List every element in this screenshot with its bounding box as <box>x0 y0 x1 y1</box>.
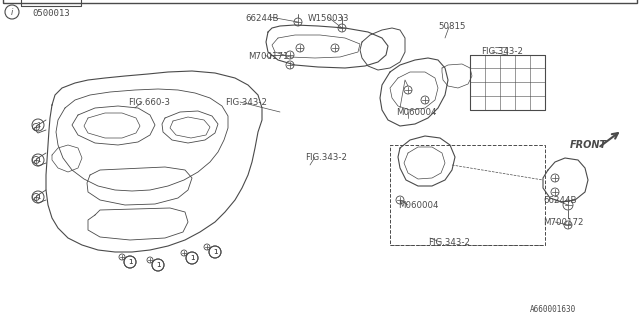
Text: M060004: M060004 <box>396 108 436 117</box>
Text: 1: 1 <box>36 122 40 128</box>
Text: M060004: M060004 <box>398 201 438 210</box>
Text: M700171: M700171 <box>248 52 289 61</box>
Text: i: i <box>11 7 13 17</box>
Text: 1: 1 <box>36 194 40 200</box>
Text: FIG.343-2: FIG.343-2 <box>305 153 347 162</box>
Text: 1: 1 <box>156 262 160 268</box>
Text: 1: 1 <box>212 249 217 255</box>
Text: 66244B: 66244B <box>245 14 278 23</box>
Text: 50815: 50815 <box>438 22 465 31</box>
Text: 1: 1 <box>189 255 195 261</box>
Text: 1: 1 <box>128 259 132 265</box>
Text: A660001630: A660001630 <box>530 306 576 315</box>
Text: 66244B: 66244B <box>543 196 577 205</box>
Text: 1: 1 <box>128 259 132 265</box>
Text: M700172: M700172 <box>543 218 584 227</box>
Text: FIG.343-2: FIG.343-2 <box>481 47 523 56</box>
Text: FIG.343-2: FIG.343-2 <box>225 98 267 107</box>
Text: 1: 1 <box>156 262 160 268</box>
Text: 1: 1 <box>36 157 40 163</box>
Text: FIG.343-2: FIG.343-2 <box>428 238 470 247</box>
Text: 0500013: 0500013 <box>32 9 70 18</box>
Text: 1: 1 <box>212 249 217 255</box>
Text: FRONT: FRONT <box>570 140 607 150</box>
Text: W150033: W150033 <box>308 14 349 23</box>
Text: FIG.660-3: FIG.660-3 <box>128 98 170 107</box>
Text: 1: 1 <box>189 255 195 261</box>
